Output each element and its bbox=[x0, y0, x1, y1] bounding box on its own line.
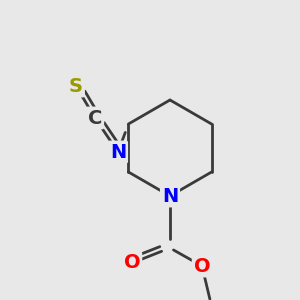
Text: O: O bbox=[124, 254, 140, 272]
Text: O: O bbox=[194, 256, 210, 275]
Text: N: N bbox=[162, 187, 178, 206]
Text: S: S bbox=[69, 76, 83, 95]
Text: C: C bbox=[88, 109, 102, 128]
Text: N: N bbox=[110, 142, 126, 161]
